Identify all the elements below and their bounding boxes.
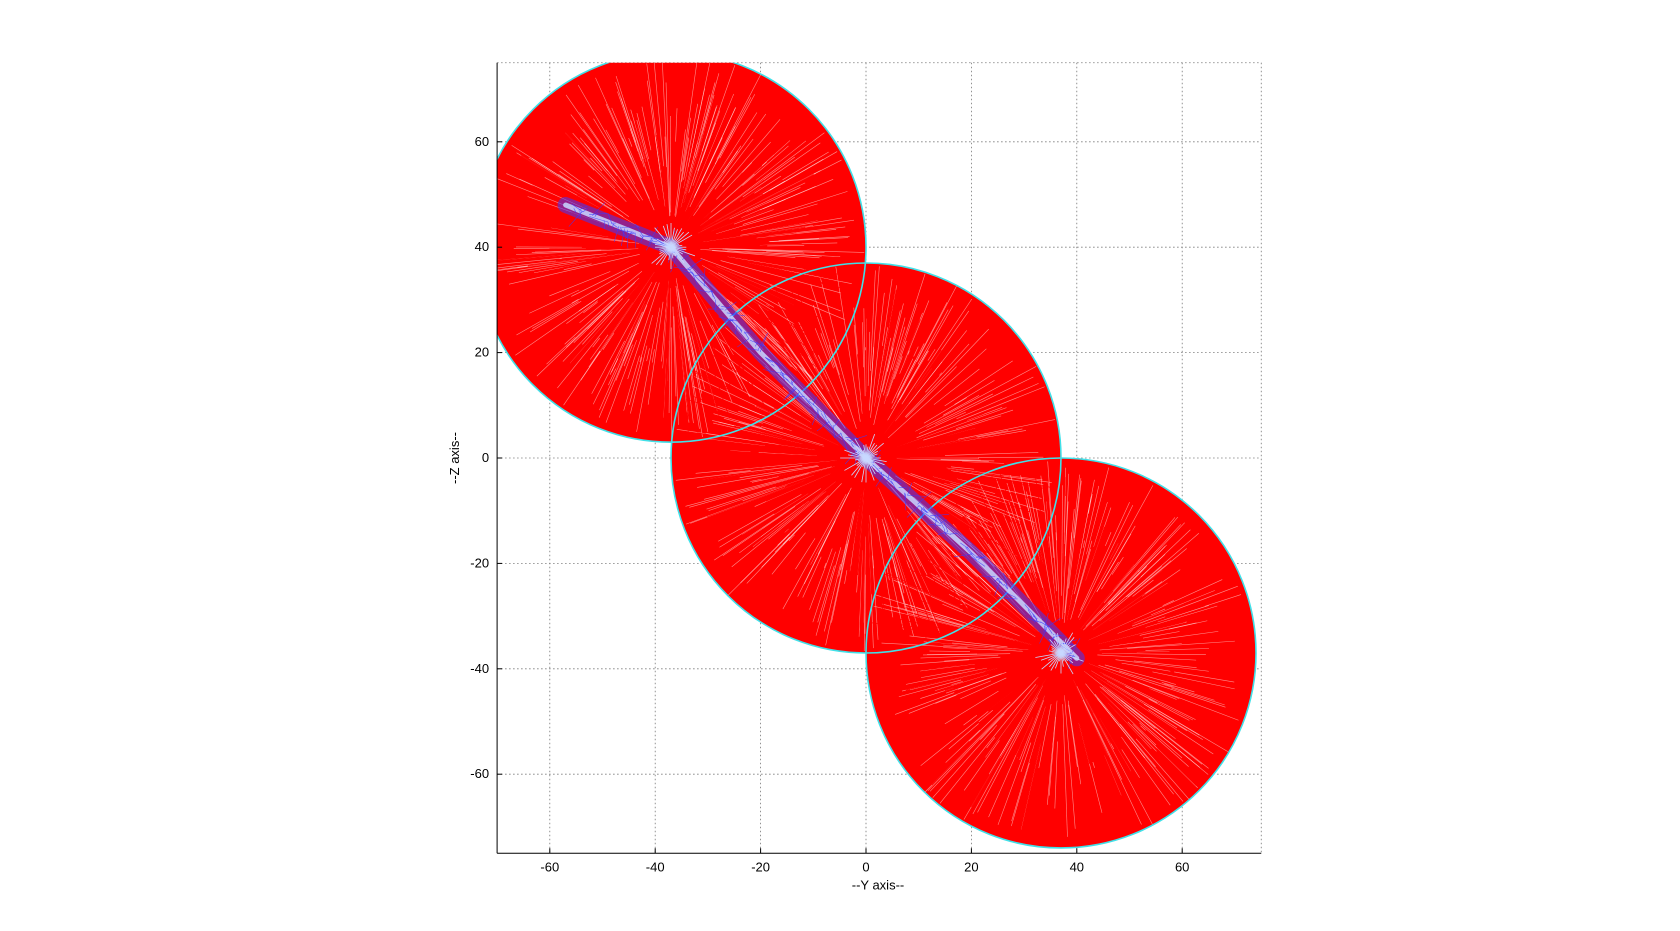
plot-area [497,62,1257,849]
center-burst-3 [1035,632,1084,675]
center-burst-2 [840,434,887,483]
y-tick-label: 40 [475,239,489,254]
y-tick-label: -60 [470,766,489,781]
inner-strip-core [563,202,1080,661]
inner-strip-mesh [568,202,1081,669]
x-tick-label: 0 [862,859,869,874]
x-tick-label: -60 [540,859,559,874]
y-axis-label: --Z axis-- [447,432,462,484]
x-tick-label: -20 [751,859,770,874]
x-tick-label: 40 [1070,859,1084,874]
y-tick-label: 60 [475,134,489,149]
x-tick-label: 20 [964,859,978,874]
x-tick-label: 60 [1175,859,1189,874]
y-tick-label: 20 [475,345,489,360]
radial-mesh [497,62,1242,837]
center-burst-1 [651,223,696,270]
y-tick-label: -40 [470,661,489,676]
x-tick-label: -40 [646,859,665,874]
y-tick-label: 0 [482,450,489,465]
x-axis-label: --Y axis-- [852,877,904,892]
disc-boundary-3 [865,457,1257,849]
axes: -60 -40 -20 0 20 40 60 -60 -40 -20 0 20 40 60 [470,62,1262,874]
y-tick-label: -20 [470,555,489,570]
